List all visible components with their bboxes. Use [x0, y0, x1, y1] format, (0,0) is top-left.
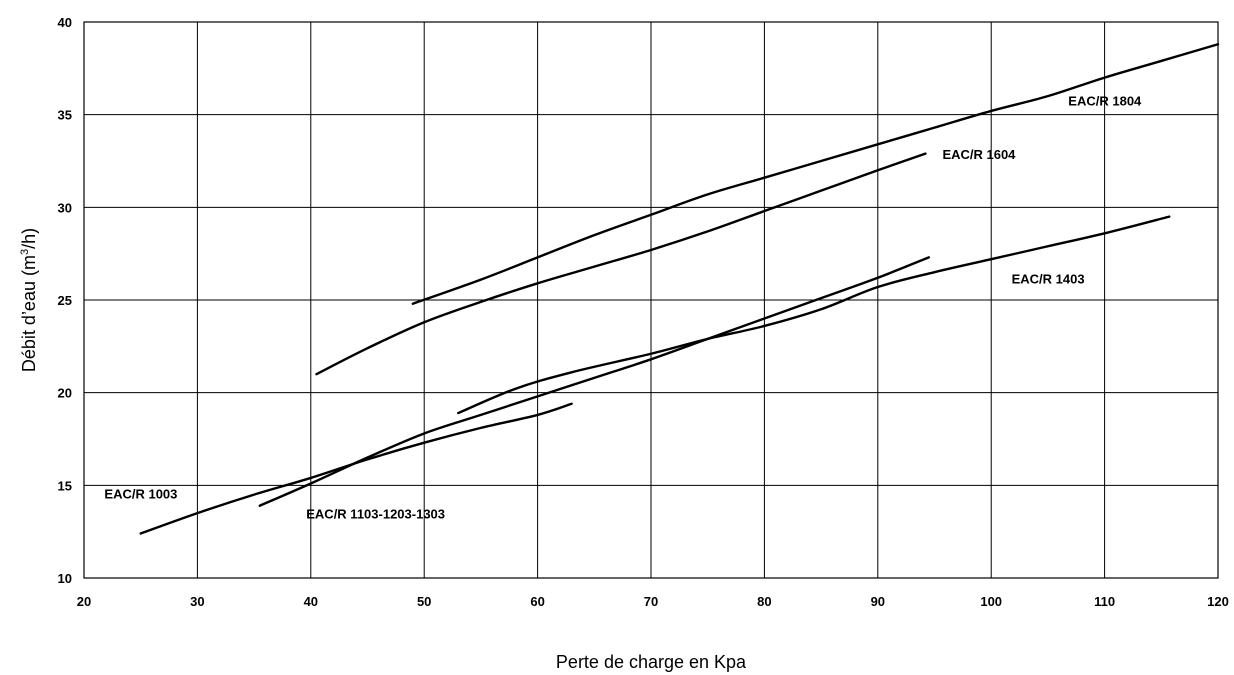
series-line-eac-r-1403 [457, 215, 1171, 415]
x-tick-labels: 20 30 40 50 60 70 80 90 100 110 120 [77, 594, 1229, 609]
series-labels: EAC/R 1003 EAC/R 1103-1203-1303 EAC/R 1403… [104, 93, 1142, 521]
x-axis-title: Perte de charge en Kpa [556, 652, 747, 672]
y-axis-title: Débit d’eau (m3/h) [19, 228, 39, 372]
series-line-eac-r-1103-1203-1303 [258, 256, 931, 507]
series-line-eac-r-1604 [315, 152, 927, 376]
x-tick-label: 120 [1207, 594, 1229, 609]
series-label-eac-r-1003: EAC/R 1003 [104, 486, 177, 501]
series-label-eac-r-1604: EAC/R 1604 [942, 147, 1016, 162]
series-line-eac-r-1804 [411, 43, 1220, 305]
y-axis-title-end: /h) [19, 228, 39, 249]
series-lines [139, 43, 1220, 535]
series-label-eac-r-1403: EAC/R 1403 [1012, 271, 1085, 286]
y-tick-label: 35 [58, 108, 72, 123]
y-tick-label: 40 [58, 15, 72, 30]
x-tick-label: 30 [190, 594, 204, 609]
y-tick-labels: 10 15 20 25 30 35 40 [58, 15, 72, 586]
y-tick-label: 15 [58, 478, 72, 493]
series-line-eac-r-1003 [139, 402, 573, 535]
y-axis-title-superscript: 3 [19, 249, 31, 255]
y-axis-title-main: Débit d’eau (m [19, 255, 39, 372]
series-label-eac-r-1103-1203-1303: EAC/R 1103-1203-1303 [306, 507, 445, 522]
y-tick-label: 25 [58, 293, 72, 308]
series-label-eac-r-1804: EAC/R 1804 [1068, 93, 1142, 108]
x-tick-label: 40 [304, 594, 318, 609]
x-tick-label: 60 [530, 594, 544, 609]
y-tick-label: 10 [58, 571, 72, 586]
plot-area-frame [83, 21, 1219, 579]
x-tick-label: 100 [980, 594, 1002, 609]
y-tick-label: 20 [58, 386, 72, 401]
x-tick-label: 90 [871, 594, 885, 609]
x-tick-label: 50 [417, 594, 431, 609]
y-tick-label: 30 [58, 200, 72, 215]
x-tick-label: 110 [1094, 594, 1115, 609]
x-tick-label: 70 [644, 594, 658, 609]
x-tick-label: 20 [77, 594, 91, 609]
x-tick-label: 80 [757, 594, 771, 609]
